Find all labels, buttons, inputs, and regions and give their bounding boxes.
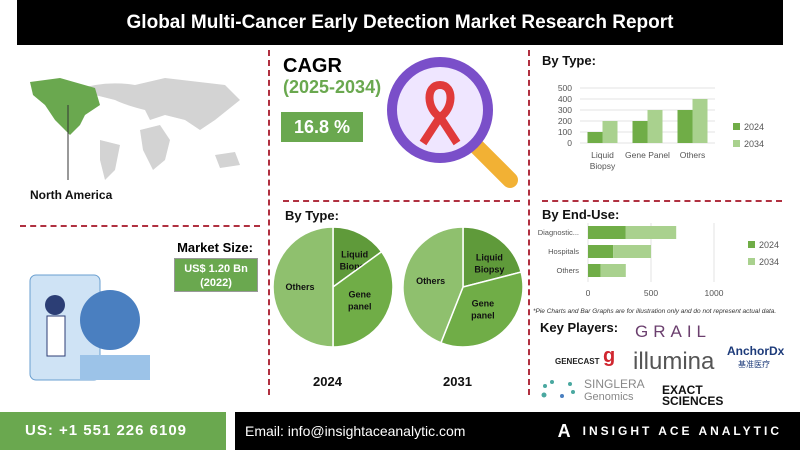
bar: [587, 132, 603, 143]
x-tick-label: 500: [644, 288, 658, 298]
footer-brand-row: A INSIGHT ACE ANALYTIC: [558, 412, 800, 450]
pie-label: Gene: [348, 290, 371, 300]
divider: [20, 225, 260, 227]
bar: [600, 264, 626, 277]
genecast-logo: GENECAST: [555, 357, 600, 366]
y-tick-label: 500: [558, 83, 572, 93]
market-size-year: (2022): [200, 277, 232, 289]
y-tick-label: Others: [556, 266, 579, 275]
pie-caption-2031: 2031: [443, 374, 472, 389]
anchordx-cn: 基准医疗: [738, 360, 770, 369]
market-size-box: US$ 1.20 Bn (2022): [174, 258, 258, 292]
pie-slice: [332, 226, 383, 289]
x-tick-label: Gene Panel: [625, 150, 670, 160]
pie-slice: [462, 226, 523, 288]
enduse-chart-title: By End-Use:: [542, 207, 620, 222]
market-size-label: Market Size:: [177, 240, 253, 255]
anchordx-logo: AnchorDx: [727, 344, 785, 358]
x-tick-label: Liquid: [591, 150, 614, 160]
pie-slice: [402, 226, 464, 344]
x-tick-label: Biopsy: [590, 161, 616, 171]
bar: [677, 110, 693, 143]
bar-chart-title: By Type:: [542, 53, 596, 68]
exact-text: EXACT: [662, 383, 703, 397]
divider: [283, 200, 520, 202]
pie-label: Liquid: [341, 249, 368, 259]
genecast-mark-icon: g: [603, 345, 616, 367]
bar: [613, 245, 651, 258]
x-tick-label: 0: [586, 288, 591, 298]
divider: [542, 200, 782, 202]
sciences-text: SCIENCES: [662, 394, 724, 408]
market-size-value: US$ 1.20 Bn: [184, 263, 248, 275]
pie-label: Gene: [472, 299, 495, 309]
cagr-years: (2025-2034): [283, 77, 382, 97]
pie-label: panel: [471, 311, 495, 321]
pie-label: Liquid: [476, 252, 503, 262]
lab-illustration: [29, 274, 150, 381]
y-tick-label: 100: [558, 127, 572, 137]
region-label: North America: [30, 188, 113, 202]
report-title: Global Multi-Cancer Early Detection Mark…: [17, 0, 783, 45]
pie-label: Others: [285, 282, 314, 292]
magnifier-ribbon-icon: [387, 57, 518, 188]
bar: [588, 264, 601, 277]
x-tick-label: Others: [680, 150, 706, 160]
bar: [602, 121, 618, 143]
legend-swatch: [748, 258, 755, 265]
pie-caption-2024: 2024: [313, 374, 342, 389]
pie-charts: Liquid Biopsy Gene panel Others Liquid Biopsy G…: [272, 226, 524, 348]
legend-label: 2034: [759, 257, 779, 267]
pie-label: panel: [348, 302, 372, 312]
legend-label: 2034: [744, 139, 764, 149]
pie-section-title: By Type:: [285, 208, 339, 223]
legend-swatch: [748, 241, 755, 248]
footer-brand: INSIGHT ACE ANALYTIC: [582, 424, 782, 438]
footer-phone: US: +1 551 226 6109: [0, 412, 226, 450]
divider: [528, 50, 530, 395]
cagr-label: CAGR: [283, 55, 342, 77]
footer-email[interactable]: Email: info@insightaceanalytic.com: [245, 423, 466, 439]
y-tick-label: 300: [558, 105, 572, 115]
legend-swatch: [733, 140, 740, 147]
y-tick-label: 400: [558, 94, 572, 104]
bar: [588, 245, 614, 258]
pie-label: Biopsy: [340, 261, 370, 271]
disclaimer: *Pie Charts and Bar Graphs are for illus…: [533, 308, 777, 315]
exact-sciences-logo: EXACT SCIENCES: [662, 383, 724, 408]
pie-slice: [439, 271, 524, 348]
singlera-logo: SINGLERA: [584, 377, 645, 391]
singlera-mark-icon: [541, 380, 575, 398]
y-tick-label: 200: [558, 116, 572, 126]
pie-label: Biopsy: [474, 264, 504, 274]
bar: [625, 226, 677, 239]
bar: [647, 110, 663, 143]
pie-slice: [332, 250, 394, 348]
legend-label: 2024: [759, 240, 779, 250]
key-players-label: Key Players:: [540, 320, 619, 335]
bar: [632, 121, 648, 143]
bar: [692, 99, 708, 143]
grail-logo: GRAIL: [635, 322, 712, 341]
brand-logo-icon: A: [557, 420, 571, 441]
divider: [268, 50, 270, 395]
illumina-logo: illumina: [633, 348, 715, 375]
legend-label: 2024: [744, 122, 764, 132]
y-tick-label: 0: [567, 138, 572, 148]
y-tick-label: Diagnostic...: [538, 228, 579, 237]
world-map: [30, 78, 240, 180]
footer-bar: Email: info@insightaceanalytic.com A INS…: [235, 412, 800, 450]
x-tick-label: 1000: [705, 288, 724, 298]
bar-chart-by-end-use: 0 500 1000 Diagnostic... Hospitals Others 2024…: [538, 223, 779, 298]
pie-label: Others: [416, 276, 445, 286]
bar: [588, 226, 626, 239]
singlera-genomics: Genomics: [584, 391, 634, 403]
y-tick-label: Hospitals: [548, 247, 579, 256]
pie-slice: [272, 226, 334, 348]
cagr-value: 16.8 %: [281, 112, 363, 142]
legend-swatch: [733, 123, 740, 130]
